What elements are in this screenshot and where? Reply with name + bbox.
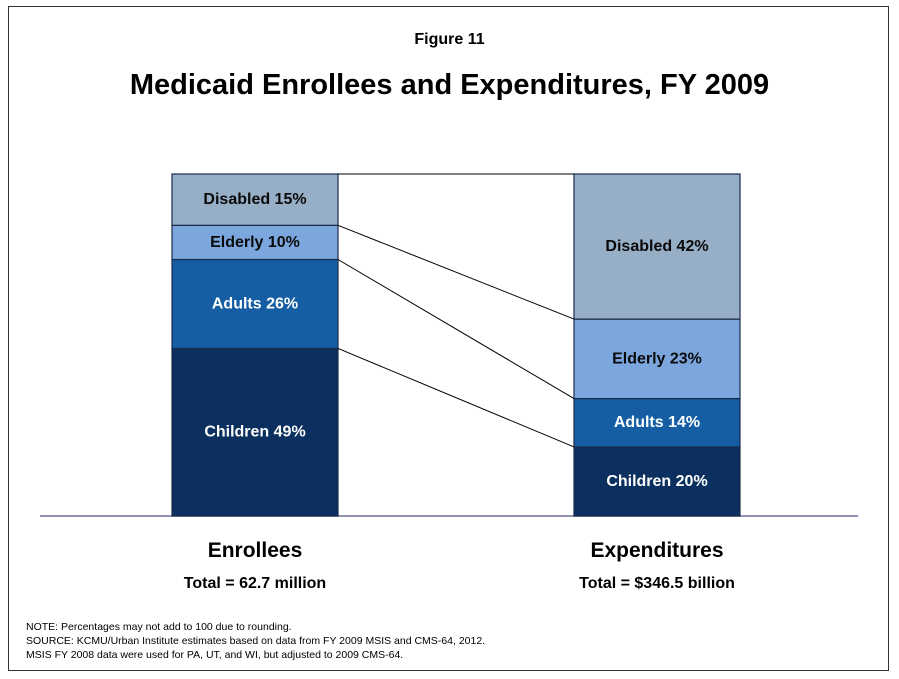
connector-line: [337, 224, 575, 320]
category-label-enrollees: Enrollees: [208, 539, 303, 562]
data-label-enrollees-children: Children 49%: [204, 424, 305, 441]
category-total-enrollees: Total = 62.7 million: [184, 575, 326, 592]
chart-title: Medicaid Enrollees and Expenditures, FY …: [129, 69, 770, 101]
bar-segment-expenditures-elderly: [573, 318, 741, 400]
note-line: NOTE: Percentages may not add to 100 due…: [26, 621, 292, 633]
note-line: MSIS FY 2008 data were used for PA, UT, …: [26, 649, 404, 661]
category-label-expenditures: Expenditures: [590, 539, 723, 562]
data-label-expenditures-disabled: Disabled 42%: [605, 238, 708, 255]
figure-frame: Figure 11 Medicaid Enrollees and Expendi…: [8, 6, 889, 671]
category-total-expenditures: Total = $346.5 billion: [579, 575, 735, 592]
bar-segment-enrollees-elderly: [171, 224, 339, 261]
data-label-expenditures-adults: Adults 14%: [614, 414, 700, 431]
connector-line: [337, 259, 575, 399]
bar-segment-expenditures-children: [573, 446, 741, 517]
footnotes: NOTE: Percentages may not add to 100 due…: [26, 620, 485, 662]
data-label-enrollees-disabled: Disabled 15%: [203, 191, 306, 208]
data-label-expenditures-children: Children 20%: [606, 473, 707, 490]
bar-segment-enrollees-adults: [171, 258, 339, 350]
bar-segment-expenditures-adults: [573, 397, 741, 448]
figure-label: Figure 11: [414, 31, 485, 48]
data-label-expenditures-elderly: Elderly 23%: [612, 350, 702, 367]
bar-segment-enrollees-disabled: [171, 173, 339, 226]
connector-line: [337, 347, 575, 448]
data-label-enrollees-elderly: Elderly 10%: [210, 234, 300, 251]
bar-segment-expenditures-disabled: [573, 173, 741, 320]
data-label-enrollees-adults: Adults 26%: [212, 295, 298, 312]
source-line: SOURCE: KCMU/Urban Institute estimates b…: [26, 635, 486, 647]
